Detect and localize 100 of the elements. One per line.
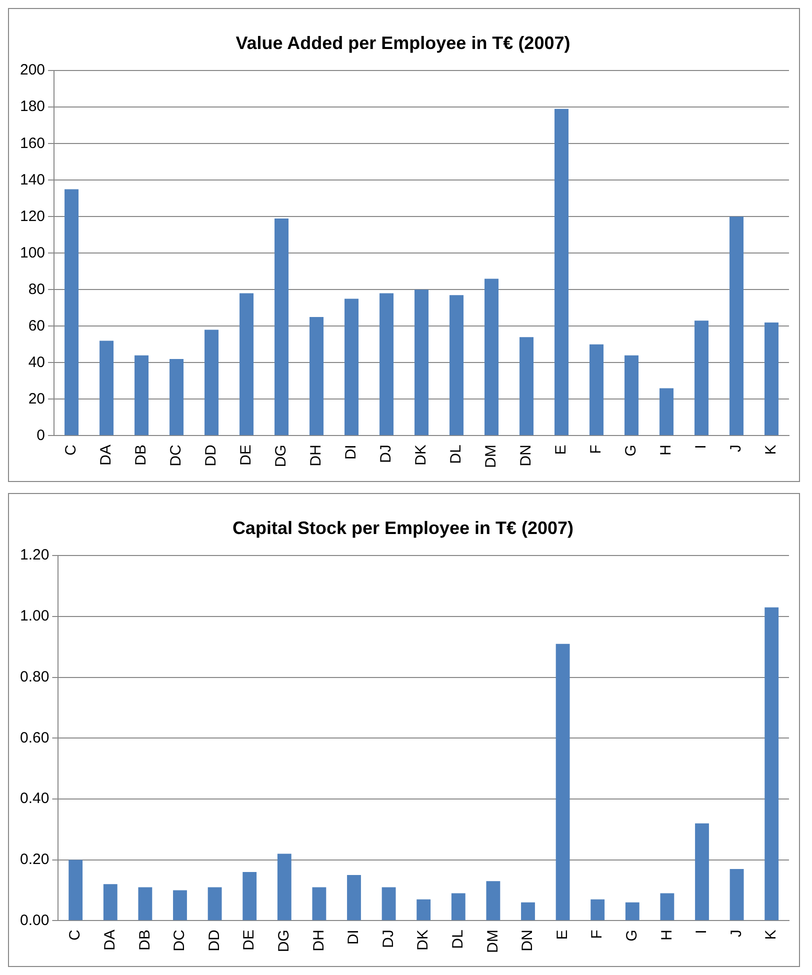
x-tick-label: DK	[412, 444, 430, 466]
bar	[625, 902, 640, 920]
bar	[486, 881, 500, 920]
y-tick-label: 0.80	[20, 668, 50, 686]
bar	[554, 108, 569, 436]
bar	[660, 893, 674, 920]
y-tick-label: 60	[28, 317, 46, 334]
x-tick-label: DJ	[378, 444, 395, 464]
x-tick-label: DE	[240, 930, 258, 951]
x-tick-label: G	[624, 930, 641, 942]
x-tick-label: DM	[482, 444, 500, 468]
bar	[660, 388, 674, 436]
x-tick-label: H	[658, 930, 676, 941]
x-tick-label: I	[692, 444, 710, 449]
bar	[694, 320, 709, 436]
x-tick-label: C	[66, 930, 84, 941]
x-tick-label: I	[693, 930, 710, 934]
x-tick-label: DG	[272, 444, 290, 468]
x-tick-label: DA	[98, 444, 115, 466]
bar	[414, 290, 429, 436]
x-tick-label: DN	[519, 930, 536, 952]
x-tick-label: H	[658, 444, 675, 456]
bar	[695, 823, 709, 920]
x-tick-label: DA	[102, 930, 119, 951]
bar	[730, 216, 744, 436]
bar	[204, 330, 219, 436]
x-tick-label: K	[762, 444, 780, 455]
x-tick-label: DI	[345, 930, 362, 945]
x-tick-label: DM	[484, 930, 502, 953]
y-tick-label: 0	[36, 426, 46, 444]
x-tick-label: DB	[132, 444, 150, 466]
bar	[173, 890, 187, 920]
bar	[312, 887, 326, 920]
bar	[68, 860, 83, 920]
bar	[274, 218, 289, 436]
bar	[590, 899, 605, 920]
bar	[344, 298, 359, 436]
bar	[310, 317, 324, 436]
bar	[208, 887, 222, 920]
y-tick-label: 80	[28, 280, 46, 298]
x-tick-label: DN	[518, 444, 535, 466]
x-tick-label: DD	[206, 930, 223, 952]
bar	[242, 872, 257, 920]
bar	[380, 293, 394, 436]
x-tick-label: DE	[238, 444, 255, 466]
bar	[416, 899, 431, 920]
y-tick-label: 160	[20, 134, 46, 152]
bar	[521, 902, 535, 920]
x-tick-label: J	[728, 930, 745, 938]
x-tick-label: DI	[342, 444, 360, 460]
bar	[64, 189, 79, 436]
bar	[170, 359, 184, 436]
y-tick-label: 140	[20, 171, 46, 188]
y-tick-label: 20	[28, 390, 46, 408]
bar	[240, 293, 254, 436]
x-tick-label: E	[554, 930, 571, 940]
bar	[764, 607, 779, 920]
x-tick-label: DB	[136, 930, 154, 951]
x-tick-label: G	[622, 444, 640, 456]
y-tick-label: 180	[20, 98, 46, 116]
y-tick-label: 120	[20, 208, 46, 225]
bar	[730, 868, 744, 920]
x-tick-label: DC	[171, 930, 188, 952]
x-tick-label: DJ	[380, 930, 397, 948]
bar	[520, 337, 534, 436]
x-tick-label: DL	[448, 444, 465, 464]
y-tick-label: 200	[20, 62, 46, 79]
bar	[450, 295, 464, 436]
x-tick-label: DL	[450, 930, 467, 949]
x-tick-label: C	[62, 444, 80, 456]
x-tick-label: J	[728, 444, 745, 452]
x-tick-label: DH	[308, 444, 325, 466]
x-tick-label: DD	[202, 444, 220, 466]
bar	[138, 887, 152, 920]
bar	[624, 355, 639, 436]
x-tick-label: K	[762, 930, 780, 940]
y-tick-label: 1.00	[20, 608, 50, 625]
x-tick-label: F	[588, 444, 605, 454]
bar	[764, 322, 778, 436]
x-tick-label: F	[588, 930, 606, 939]
bar	[277, 854, 292, 920]
y-tick-label: 100	[20, 244, 46, 262]
chart-title: Value Added per Employee in T€ (2007)	[236, 32, 570, 53]
x-tick-label: DC	[168, 444, 185, 466]
y-tick-label: 0.20	[20, 850, 50, 868]
bar	[347, 875, 361, 920]
bar	[134, 355, 149, 436]
bar	[484, 278, 499, 436]
y-tick-label: 1.20	[20, 546, 50, 564]
y-tick-label: 40	[28, 354, 46, 371]
bar	[451, 893, 466, 920]
bar	[103, 884, 118, 920]
bar	[590, 344, 604, 436]
bar	[100, 340, 114, 436]
y-tick-label: 0.60	[20, 729, 50, 746]
bar	[556, 644, 570, 920]
chart-title: Capital Stock per Employee in T€ (2007)	[232, 518, 574, 538]
x-tick-label: DK	[414, 930, 432, 951]
x-tick-label: DH	[310, 930, 328, 952]
y-tick-label: 0.40	[20, 790, 50, 808]
